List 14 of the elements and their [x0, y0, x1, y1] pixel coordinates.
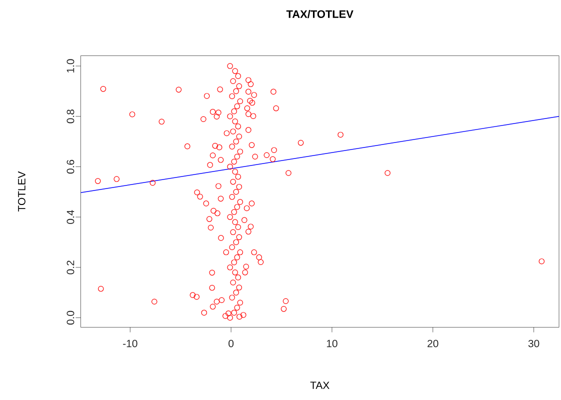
x-tick-label: 0 [228, 340, 234, 348]
x-axis-title: TAX [310, 382, 330, 389]
y-tick-label: 0.0 [66, 310, 74, 325]
y-tick-label: 0.6 [66, 160, 74, 174]
y-tick-label: 0.2 [66, 260, 74, 274]
chart-title: TAX/TOTLEV [286, 10, 354, 18]
x-tick-label: 30 [528, 340, 540, 348]
x-tick-label: 20 [428, 340, 438, 348]
x-tick-label: 10 [326, 340, 338, 348]
y-tick-label: 0.4 [66, 210, 74, 224]
y-axis-title: TOTLEV [18, 171, 26, 212]
y-tick-label: 1.0 [66, 59, 74, 72]
x-tick-label: -10 [123, 340, 138, 348]
y-tick-label: 0.8 [66, 110, 74, 124]
